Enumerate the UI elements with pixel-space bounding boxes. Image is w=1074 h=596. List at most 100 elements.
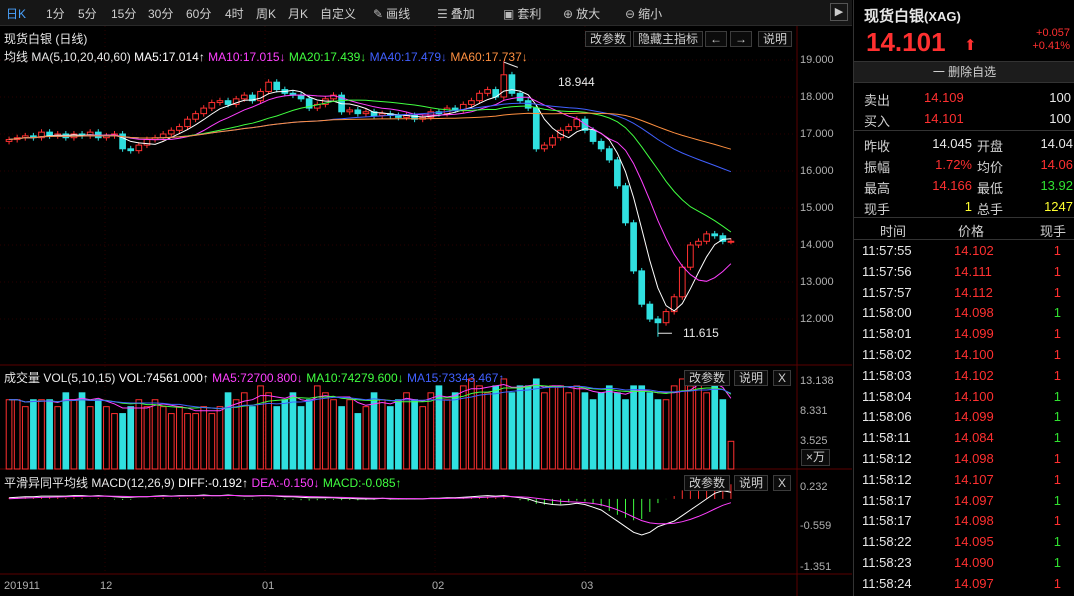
volume-bar — [143, 406, 151, 470]
period-day-k[interactable]: 日K — [6, 7, 27, 21]
remove-favorite-button[interactable]: 一 删除自选 — [854, 61, 1074, 83]
trade-row: 11:58:06 14.099 1 — [854, 407, 1074, 428]
volume-bar — [38, 399, 45, 470]
volume-ma-line — [9, 382, 732, 412]
period-4h[interactable]: 4时 — [225, 7, 244, 21]
volume-bar — [208, 413, 216, 470]
volume-bar — [492, 385, 500, 470]
trade-row: 11:57:55 14.102 1 — [854, 241, 1074, 262]
stat-label: 最高 — [864, 181, 891, 196]
macd-y-tick: 0.232 — [800, 481, 828, 493]
trade-price: 14.090 — [954, 555, 994, 570]
volume-bar — [630, 385, 637, 470]
period-15min[interactable]: 15分 — [111, 7, 137, 21]
volume-bar — [459, 385, 467, 470]
candle-body — [703, 233, 710, 242]
volume-bar — [589, 399, 597, 470]
candle-body — [484, 89, 491, 94]
trade-time: 11:57:56 — [862, 263, 912, 279]
zoom-in-button[interactable]: ⊕ 放大 — [563, 7, 601, 21]
stat-label: 最低 — [977, 181, 1004, 196]
candle-body — [500, 74, 508, 98]
scroll-right-button[interactable]: → — [730, 31, 752, 47]
candle-body — [727, 240, 735, 243]
trade-row: 11:58:11 14.084 1 — [854, 428, 1074, 449]
candle-body — [354, 109, 362, 115]
volume-bar — [297, 406, 305, 470]
volume-bar — [378, 399, 386, 470]
candle-body — [630, 222, 637, 272]
volume-bar — [346, 399, 354, 470]
main-help-button[interactable]: 说明 — [758, 31, 793, 47]
volume-help-button[interactable]: 说明 — [734, 370, 769, 386]
hide-indicator-button[interactable]: 隐藏主指标 — [633, 31, 704, 47]
period-custom[interactable]: 自定义 — [320, 7, 357, 21]
candle-body — [468, 100, 475, 105]
volume-bar — [257, 385, 264, 470]
overlay-button[interactable]: ☰ 叠加 — [437, 7, 475, 21]
zoom-out-button[interactable]: ⊖ 缩小 — [625, 7, 663, 21]
trade-price: 14.098 — [954, 451, 994, 466]
period-30min[interactable]: 30分 — [148, 7, 174, 21]
stat-row: 振幅 1.72% 均价 14.06 — [854, 154, 1074, 176]
volume-bar — [192, 413, 199, 470]
trade-time: 11:58:17 — [862, 492, 912, 508]
candle-body — [362, 111, 370, 115]
trade-qty: 1 — [1053, 263, 1061, 279]
stat-label: 现手 — [864, 202, 891, 217]
macd-value: MACD:-0.085↑ — [322, 476, 402, 490]
buy-qty: 100 — [1049, 111, 1071, 126]
period-month-k[interactable]: 月K — [288, 7, 309, 21]
trade-row: 11:57:56 14.111 1 — [854, 262, 1074, 283]
period-week-k[interactable]: 周K — [256, 7, 277, 21]
stat-value: 13.92 — [1040, 178, 1073, 193]
x-tick: 201911 — [4, 580, 40, 592]
period-60min[interactable]: 60分 — [186, 7, 212, 21]
low-price-label: 11.615 — [683, 326, 719, 340]
candle-body — [127, 148, 135, 152]
vol-ma15-value: MA15:73343.467↑ — [407, 371, 505, 385]
volume-bar — [13, 399, 21, 470]
stat-label: 均价 — [977, 160, 1004, 175]
x-tick: 02 — [432, 580, 445, 592]
draw-line-button[interactable]: ✎ 画线 — [373, 7, 411, 21]
stat-value: 14.045 — [932, 136, 972, 151]
trade-row: 11:58:01 14.099 1 — [854, 324, 1074, 345]
candle-body — [605, 148, 613, 161]
chart-canvas[interactable] — [0, 26, 852, 596]
trade-price: 14.102 — [954, 367, 994, 383]
scroll-left-button[interactable]: ← — [705, 31, 727, 47]
volume-bar — [532, 378, 540, 470]
chevron-right-icon[interactable]: ▶ — [830, 3, 848, 21]
arbitrage-button[interactable]: ▣ 套利 — [503, 7, 542, 21]
trade-row: 11:58:23 14.090 1 — [854, 553, 1074, 574]
volume-params-button[interactable]: 改参数 — [684, 370, 731, 386]
ma-line-40 — [9, 102, 732, 173]
volume-close-button[interactable]: X — [773, 370, 792, 386]
candle-body — [638, 270, 646, 305]
trade-price: 14.102 — [954, 243, 994, 258]
dea-line — [9, 495, 732, 525]
candle-body — [240, 94, 248, 100]
macd-close-button[interactable]: X — [773, 475, 792, 491]
candle-body — [597, 140, 605, 150]
volume-bar — [273, 406, 281, 470]
period-5min[interactable]: 5分 — [78, 7, 97, 21]
candle-body — [711, 233, 719, 237]
x-tick: 01 — [262, 580, 275, 592]
main-params-button[interactable]: 改参数 — [585, 31, 632, 47]
trade-price: 14.111 — [954, 263, 992, 279]
trade-time: 11:58:17 — [862, 513, 912, 529]
macd-params-button[interactable]: 改参数 — [684, 475, 731, 491]
stat-row: 最高 14.166 最低 13.92 — [854, 175, 1074, 197]
volume-bar — [719, 399, 727, 470]
trade-time: 11:58:06 — [862, 409, 912, 425]
volume-bar — [565, 392, 573, 470]
trade-time: 11:57:55 — [862, 243, 912, 258]
macd-help-button[interactable]: 说明 — [734, 475, 769, 491]
x-tick: 03 — [581, 580, 594, 592]
volume-bar — [159, 406, 167, 470]
period-1min[interactable]: 1分 — [46, 7, 65, 21]
trade-row: 11:58:17 14.098 1 — [854, 511, 1074, 532]
volume-bar — [703, 392, 710, 470]
